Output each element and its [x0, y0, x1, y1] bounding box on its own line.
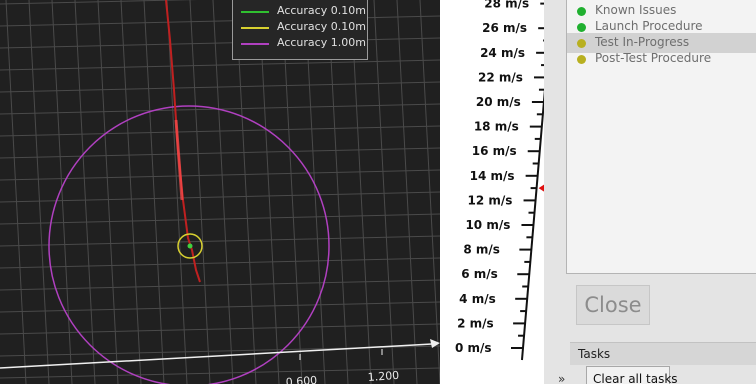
legend-item: Accuracy 1.00m	[233, 35, 367, 53]
x-axis-arrow-icon	[430, 339, 440, 348]
gauge-tick-label: 26 m/s	[482, 21, 527, 35]
legend-swatch	[241, 27, 269, 29]
legend-item: Accuracy 0.02m	[233, 0, 367, 5]
legend-label: Accuracy 0.10m	[277, 20, 366, 33]
plot-canvas: 0.600 1.200	[0, 0, 440, 384]
legend-label: Accuracy 0.02m	[277, 0, 366, 1]
gauge-tick-label: 14 m/s	[470, 169, 515, 183]
procedure-label: Test In-Progress	[595, 35, 690, 49]
gauge-tick-label: 12 m/s	[468, 193, 513, 207]
procedure-item[interactable]: Known Issues	[567, 1, 756, 21]
tasks-header-label: Tasks	[578, 347, 611, 361]
legend-item: Accuracy 0.10m	[233, 3, 367, 21]
gauge-tick-label: 2 m/s	[457, 316, 494, 330]
yellow-status-icon	[577, 39, 586, 48]
procedure-label: Launch Procedure	[595, 19, 703, 33]
legend-label: Accuracy 0.10m	[277, 4, 366, 17]
legend-item: Accuracy 0.10m	[233, 19, 367, 37]
green-status-icon	[577, 23, 586, 32]
clear-tasks-button[interactable]: Clear all tasks	[586, 366, 678, 384]
x-axis-line	[0, 343, 433, 369]
close-button[interactable]: Close	[576, 285, 650, 325]
gauge-tick-label: 16 m/s	[472, 144, 517, 158]
procedure-panel: Known Issues Launch Procedure Test In-Prog…	[544, 0, 756, 384]
procedure-item[interactable]: Post-Test Procedure	[567, 49, 756, 69]
gauge-tick-label: 10 m/s	[465, 218, 510, 232]
speed-pointer-icon	[538, 184, 544, 192]
x-tick-label: 1.200	[367, 369, 399, 384]
gauge-tick-label: 22 m/s	[478, 70, 523, 84]
procedure-list[interactable]: Known Issues Launch Procedure Test In-Prog…	[566, 0, 756, 274]
legend-swatch	[241, 11, 269, 13]
yellow-status-icon	[577, 55, 586, 64]
plot-grid	[0, 0, 440, 384]
legend-label: Accuracy 1.00m	[277, 36, 366, 49]
x-tick-label: 0.600	[285, 374, 317, 384]
green-status-icon	[577, 7, 586, 16]
position-marker	[187, 243, 193, 249]
position-track-highlight	[174, 119, 184, 201]
procedure-label: Known Issues	[595, 3, 677, 17]
accuracy-circle-small	[177, 233, 203, 259]
tasks-header[interactable]: Tasks	[570, 342, 756, 365]
plot-legend: Accuracy 0.02m Accuracy 0.10m Accuracy 0.1…	[232, 0, 368, 60]
gauge-axis	[520, 89, 544, 361]
clear-tasks-label: Clear all tasks	[593, 372, 678, 384]
plot-background	[0, 0, 440, 384]
gauge-tick-label: 0 m/s	[455, 341, 492, 355]
speed-gauge: 28 m/s 26 m/s 24 m/s 22 m/s 20 m/s 18 m/s 16 m…	[440, 0, 544, 384]
expand-icon[interactable]: »	[558, 372, 566, 384]
procedure-label: Post-Test Procedure	[595, 51, 712, 65]
gauge-tick-label: 8 m/s	[463, 243, 500, 257]
gauge-tick-label: 18 m/s	[474, 120, 519, 134]
speed-gauge-scale: 28 m/s 26 m/s 24 m/s 22 m/s 20 m/s 18 m/s 16 m…	[455, 0, 544, 361]
procedure-item[interactable]: Test In-Progress	[567, 33, 756, 53]
procedure-item[interactable]: Launch Procedure	[567, 17, 756, 37]
accuracy-circle-1m	[48, 105, 330, 384]
gauge-tick-label: 6 m/s	[461, 267, 498, 281]
position-track	[165, 0, 201, 283]
gauge-tick-label: 4 m/s	[459, 292, 496, 306]
gauge-tick-label: 28 m/s	[484, 0, 529, 11]
gauge-tick-label: 20 m/s	[476, 95, 521, 109]
legend-swatch	[241, 43, 269, 45]
gauge-tick-label: 24 m/s	[480, 46, 525, 60]
